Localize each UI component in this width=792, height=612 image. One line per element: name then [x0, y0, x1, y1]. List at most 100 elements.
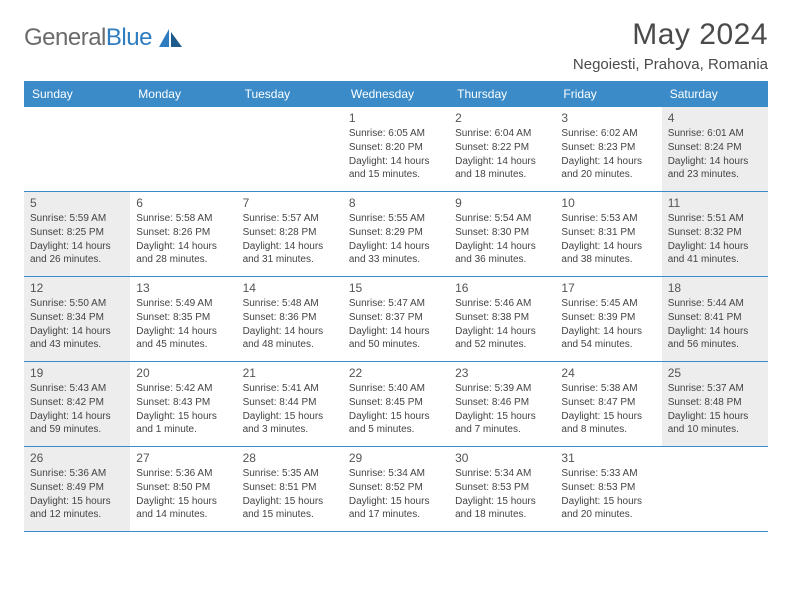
day-info-line: and 17 minutes. — [349, 508, 445, 522]
day-info-line: and 36 minutes. — [455, 253, 551, 267]
day-info-line: Daylight: 14 hours — [136, 240, 232, 254]
day-info-line: Daylight: 14 hours — [561, 325, 657, 339]
day-cell: 28Sunrise: 5:35 AMSunset: 8:51 PMDayligh… — [237, 447, 343, 531]
day-number: 7 — [243, 196, 339, 210]
day-info-line: Sunset: 8:46 PM — [455, 396, 551, 410]
day-info-line: Sunrise: 5:43 AM — [30, 382, 126, 396]
day-number: 5 — [30, 196, 126, 210]
day-info-line: Sunrise: 5:39 AM — [455, 382, 551, 396]
day-info-line: and 48 minutes. — [243, 338, 339, 352]
day-info: Sunrise: 5:36 AMSunset: 8:50 PMDaylight:… — [136, 467, 232, 522]
day-cell: 4 Sunrise: 6:01 AMSunset: 8:24 PMDaylight… — [662, 107, 768, 191]
logo-text: GeneralBlue — [24, 24, 152, 52]
day-info: Sunrise: 5:58 AMSunset: 8:26 PMDaylight:… — [136, 212, 232, 267]
day-info-line: Sunrise: 6:04 AM — [455, 127, 551, 141]
day-info-line: Sunrise: 5:35 AM — [243, 467, 339, 481]
day-cell: 18Sunrise: 5:44 AMSunset: 8:41 PMDayligh… — [662, 277, 768, 361]
day-info-line: Sunrise: 5:48 AM — [243, 297, 339, 311]
day-info: Sunrise: 5:34 AMSunset: 8:52 PMDaylight:… — [349, 467, 445, 522]
day-info-line: Sunset: 8:22 PM — [455, 141, 551, 155]
day-info-line: and 10 minutes. — [668, 423, 764, 437]
day-info-line: and 15 minutes. — [349, 168, 445, 182]
day-number: 8 — [349, 196, 445, 210]
day-cell: 24Sunrise: 5:38 AMSunset: 8:47 PMDayligh… — [555, 362, 661, 446]
day-cell — [24, 107, 130, 191]
day-number: 16 — [455, 281, 551, 295]
day-info: Sunrise: 5:37 AMSunset: 8:48 PMDaylight:… — [668, 382, 764, 437]
day-info: Sunrise: 5:39 AMSunset: 8:46 PMDaylight:… — [455, 382, 551, 437]
day-cell: 2Sunrise: 6:04 AMSunset: 8:22 PMDaylight… — [449, 107, 555, 191]
day-info-line: Daylight: 15 hours — [136, 410, 232, 424]
day-info-line: Daylight: 15 hours — [455, 495, 551, 509]
day-cell: 12Sunrise: 5:50 AMSunset: 8:34 PMDayligh… — [24, 277, 130, 361]
day-info: Sunrise: 5:51 AMSunset: 8:32 PMDaylight:… — [668, 212, 764, 267]
weekday-label: Wednesday — [343, 81, 449, 107]
day-info-line: and 18 minutes. — [455, 508, 551, 522]
day-info-line: Sunset: 8:34 PM — [30, 311, 126, 325]
day-cell: 30 Sunrise: 5:34 AMSunset: 8:53 PMDayligh… — [449, 447, 555, 531]
day-number: 13 — [136, 281, 232, 295]
day-cell — [662, 447, 768, 531]
day-info-line: Sunrise: 5:54 AM — [455, 212, 551, 226]
day-info-line: Sunrise: 5:57 AM — [243, 212, 339, 226]
day-number: 27 — [136, 451, 232, 465]
day-info-line: Daylight: 15 hours — [561, 410, 657, 424]
week-row: 5Sunrise: 5:59 AMSunset: 8:25 PMDaylight… — [24, 192, 768, 277]
day-info-line: and 38 minutes. — [561, 253, 657, 267]
day-cell: 6Sunrise: 5:58 AMSunset: 8:26 PMDaylight… — [130, 192, 236, 276]
day-info-line: Sunset: 8:31 PM — [561, 226, 657, 240]
day-info: Sunrise: 6:05 AMSunset: 8:20 PMDaylight:… — [349, 127, 445, 182]
day-info: Sunrise: 5:44 AMSunset: 8:41 PMDaylight:… — [668, 297, 764, 352]
day-number: 26 — [30, 451, 126, 465]
day-info-line: and 45 minutes. — [136, 338, 232, 352]
day-info: Sunrise: 5:49 AMSunset: 8:35 PMDaylight:… — [136, 297, 232, 352]
header: GeneralBlue May 2024 Negoiesti, Prahova,… — [24, 18, 768, 73]
day-info-line: and 54 minutes. — [561, 338, 657, 352]
day-cell — [130, 107, 236, 191]
day-info-line: Sunset: 8:48 PM — [668, 396, 764, 410]
day-info-line: and 41 minutes. — [668, 253, 764, 267]
day-info-line: and 33 minutes. — [349, 253, 445, 267]
day-info: Sunrise: 6:02 AMSunset: 8:23 PMDaylight:… — [561, 127, 657, 182]
day-number: 4 — [668, 111, 764, 125]
day-info-line: and 1 minute. — [136, 423, 232, 437]
day-info-line: Daylight: 15 hours — [136, 495, 232, 509]
day-info: Sunrise: 5:42 AMSunset: 8:43 PMDaylight:… — [136, 382, 232, 437]
day-number: 15 — [349, 281, 445, 295]
day-info-line: and 26 minutes. — [30, 253, 126, 267]
day-info-line: and 18 minutes. — [455, 168, 551, 182]
day-info-line: Daylight: 14 hours — [561, 155, 657, 169]
day-info-line: and 5 minutes. — [349, 423, 445, 437]
day-info-line: and 28 minutes. — [136, 253, 232, 267]
day-number: 12 — [30, 281, 126, 295]
day-info-line: Sunset: 8:26 PM — [136, 226, 232, 240]
day-info-line: and 43 minutes. — [30, 338, 126, 352]
day-info: Sunrise: 5:35 AMSunset: 8:51 PMDaylight:… — [243, 467, 339, 522]
day-info-line: Daylight: 15 hours — [243, 495, 339, 509]
day-info-line: Sunset: 8:41 PM — [668, 311, 764, 325]
day-info-line: Daylight: 14 hours — [349, 325, 445, 339]
day-number: 10 — [561, 196, 657, 210]
day-cell: 13 Sunrise: 5:49 AMSunset: 8:35 PMDayligh… — [130, 277, 236, 361]
day-info-line: Daylight: 14 hours — [349, 240, 445, 254]
logo-text-blue: Blue — [106, 24, 152, 51]
day-info-line: Sunrise: 5:34 AM — [455, 467, 551, 481]
day-info-line: Daylight: 14 hours — [455, 325, 551, 339]
day-info-line: Sunset: 8:30 PM — [455, 226, 551, 240]
day-number: 9 — [455, 196, 551, 210]
day-cell: 27 Sunrise: 5:36 AMSunset: 8:50 PMDayligh… — [130, 447, 236, 531]
day-info-line: Sunset: 8:42 PM — [30, 396, 126, 410]
day-info-line: Daylight: 14 hours — [668, 240, 764, 254]
day-number: 19 — [30, 366, 126, 380]
day-info-line: Sunrise: 5:36 AM — [30, 467, 126, 481]
day-info-line: Sunset: 8:36 PM — [243, 311, 339, 325]
day-info-line: Daylight: 15 hours — [349, 410, 445, 424]
day-info-line: and 56 minutes. — [668, 338, 764, 352]
day-info-line: and 7 minutes. — [455, 423, 551, 437]
day-info-line: Sunset: 8:35 PM — [136, 311, 232, 325]
day-info: Sunrise: 5:34 AMSunset: 8:53 PMDaylight:… — [455, 467, 551, 522]
day-info-line: Sunrise: 5:41 AM — [243, 382, 339, 396]
day-number: 30 — [455, 451, 551, 465]
day-info-line: and 3 minutes. — [243, 423, 339, 437]
day-info: Sunrise: 6:01 AMSunset: 8:24 PMDaylight:… — [668, 127, 764, 182]
